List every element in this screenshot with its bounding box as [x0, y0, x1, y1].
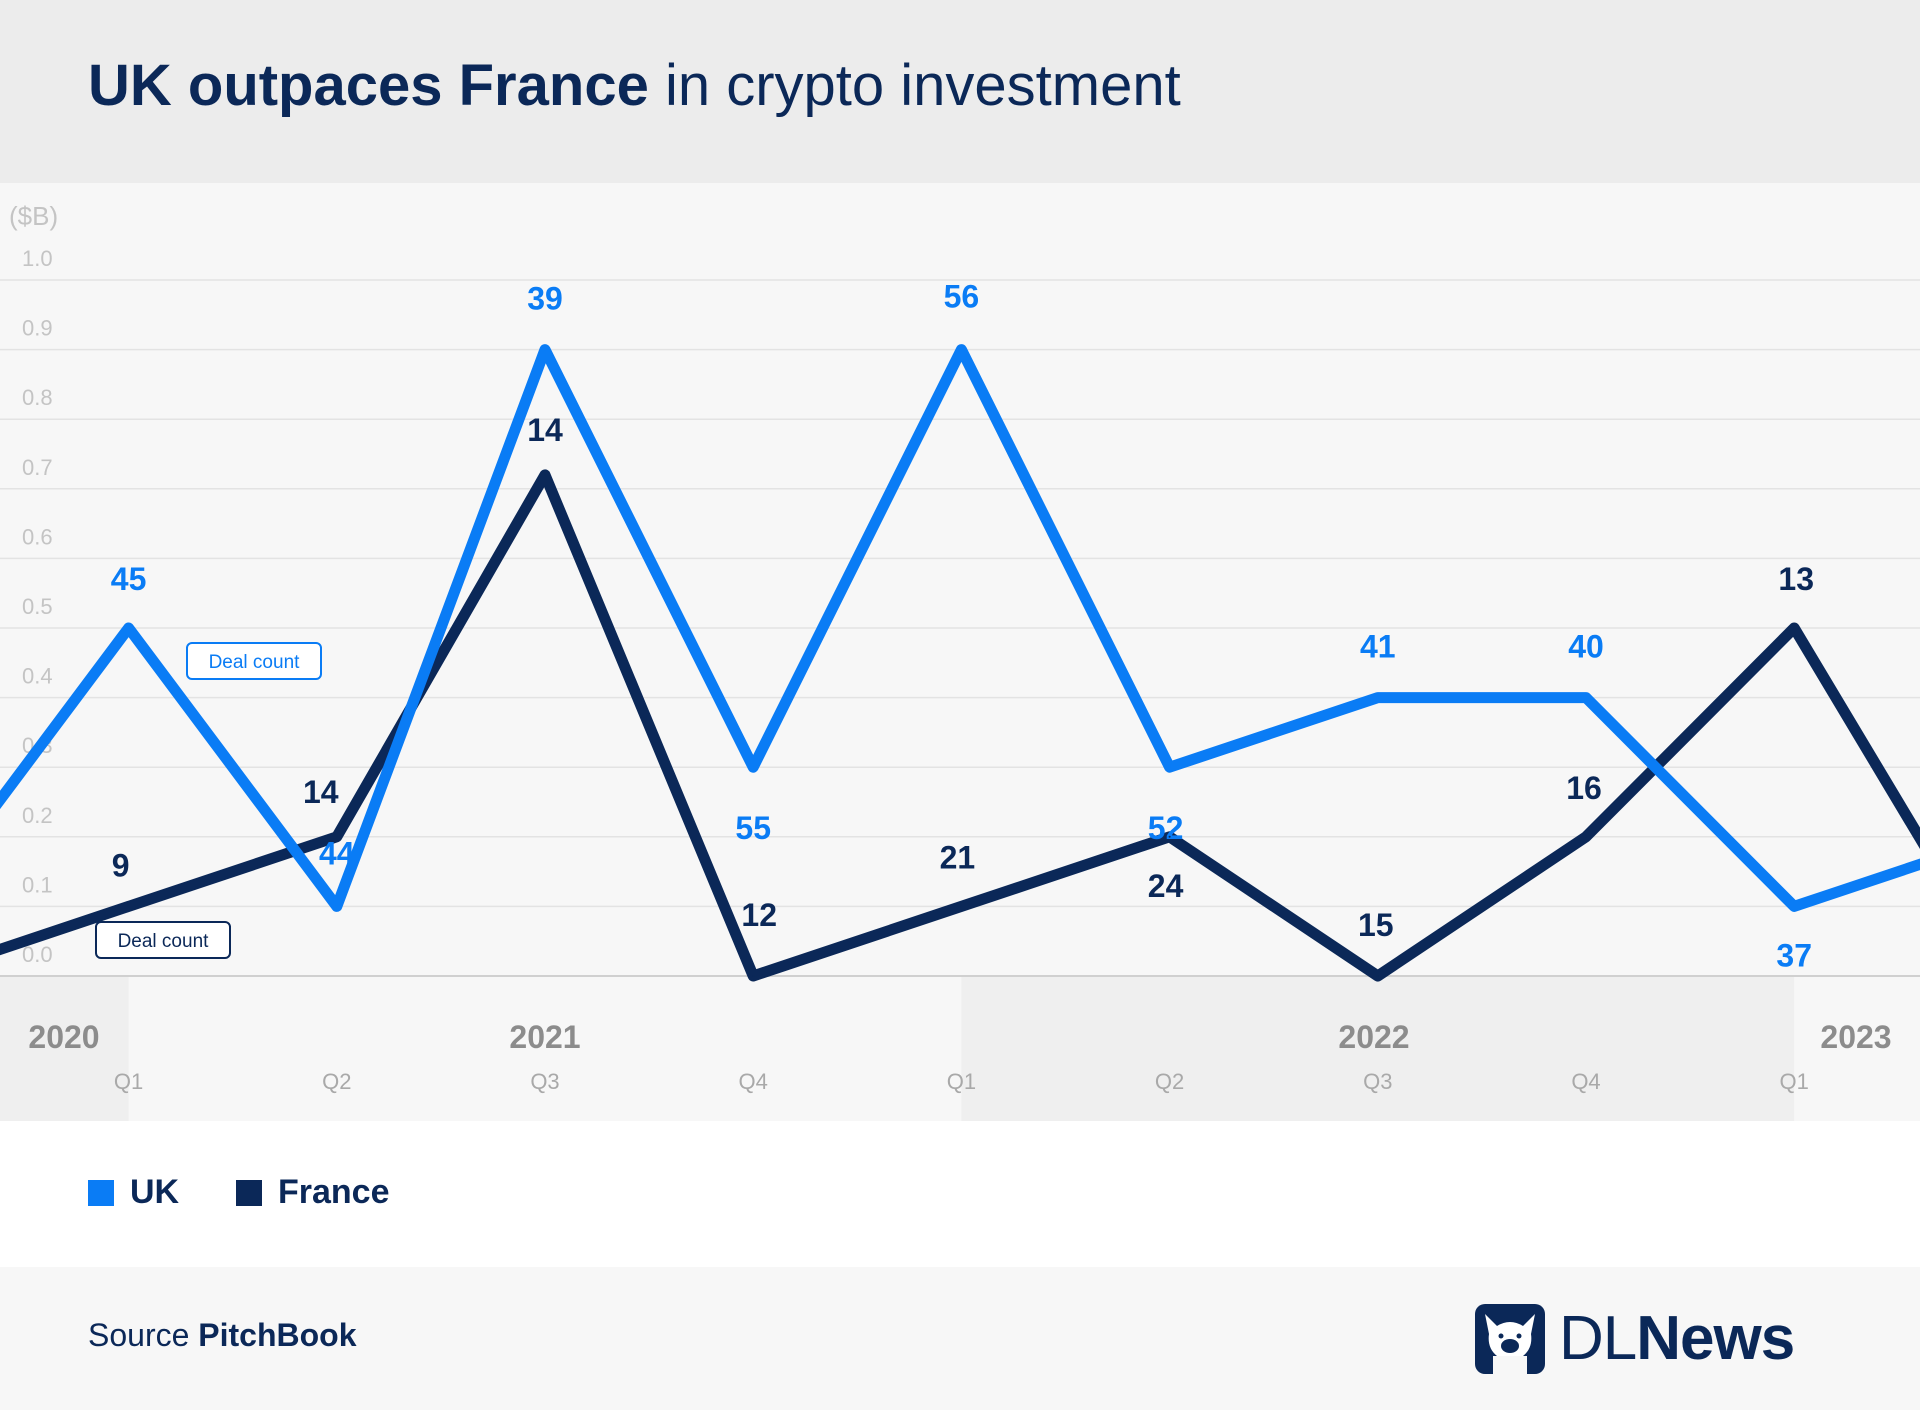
line-chart: 0.00.10.20.30.40.50.60.70.80.91.0($B)Q1 Q… — [0, 183, 1920, 1121]
year-band — [961, 976, 1795, 1121]
data-label-uk: 40 — [1568, 629, 1604, 665]
data-point-uk — [127, 627, 130, 629]
data-label-uk: 41 — [1360, 629, 1396, 665]
data-label-uk: 44 — [319, 835, 355, 871]
data-point-france — [1168, 835, 1171, 838]
y-tick-label: 0.4 — [22, 664, 53, 689]
year-label: 2020 — [28, 1019, 99, 1055]
x-tick-label: Q2 — [322, 1069, 351, 1094]
footer: Source PitchBook DLNews — [0, 1267, 1920, 1410]
y-axis-label: ($B) — [9, 201, 58, 231]
x-tick-label: Q1 — [947, 1069, 976, 1094]
data-label-uk: 55 — [735, 810, 771, 846]
data-label-france: 13 — [1778, 561, 1814, 597]
y-tick-label: 0.6 — [22, 524, 53, 549]
y-tick-label: 0.2 — [22, 803, 53, 828]
x-tick-label: Q3 — [1363, 1069, 1392, 1094]
year-band — [0, 976, 129, 1121]
data-label-uk: 56 — [944, 279, 980, 315]
data-point-uk — [1585, 696, 1587, 699]
data-point-uk — [752, 766, 755, 769]
data-point-france — [335, 835, 338, 838]
y-tick-label: 0.7 — [22, 455, 53, 480]
data-point-uk — [1168, 766, 1171, 769]
deal-count-annotation-france-box — [95, 921, 231, 959]
legend-item-uk: UK — [88, 1173, 179, 1212]
data-point-france — [1585, 835, 1587, 838]
data-point-france — [127, 905, 130, 908]
data-label-uk: 52 — [1148, 810, 1184, 846]
data-label-uk: 39 — [527, 281, 563, 317]
y-tick-label: 1.0 — [22, 246, 53, 271]
y-tick-label: 0.5 — [22, 594, 53, 619]
data-label-uk: 37 — [1776, 937, 1812, 973]
deal-count-annotation-uk-box — [186, 642, 322, 680]
data-point-uk — [335, 905, 338, 908]
data-label-france: 15 — [1358, 907, 1394, 943]
data-label-uk: 45 — [111, 561, 147, 597]
data-point-uk — [544, 348, 546, 351]
data-label-france: 14 — [303, 774, 339, 810]
legend-item-france: France — [236, 1173, 390, 1212]
y-tick-label: 0.8 — [22, 385, 53, 410]
logo-text: DLNews — [1559, 1304, 1795, 1373]
x-tick-label: Q1 — [114, 1069, 143, 1094]
data-point-france — [960, 905, 963, 908]
y-tick-label: 0.9 — [22, 316, 53, 341]
source-credit: Source PitchBook — [88, 1317, 357, 1353]
year-label: 2022 — [1338, 1019, 1409, 1055]
data-label-france: 16 — [1566, 770, 1602, 806]
data-label-france: 24 — [1148, 868, 1184, 904]
deal-count-annotation-france: Deal count — [118, 931, 210, 952]
data-label-france: 14 — [527, 412, 563, 448]
llama-logo-icon — [1475, 1303, 1545, 1374]
legend-swatch-uk — [88, 1179, 114, 1206]
data-point-france — [1376, 975, 1379, 977]
legend: UK France — [0, 1121, 1920, 1267]
deal-count-annotation-uk: Deal count — [209, 652, 301, 673]
data-label-france: 21 — [940, 839, 976, 875]
data-point-uk — [1376, 696, 1379, 699]
data-point-france — [1793, 627, 1796, 629]
x-tick-label: Q3 — [530, 1069, 559, 1094]
data-label-france: 9 — [112, 847, 130, 883]
dlnews-logo: DLNews — [1475, 1303, 1795, 1374]
x-tick-label: Q4 — [1571, 1069, 1600, 1094]
year-label: 2021 — [509, 1019, 580, 1055]
data-point-uk — [960, 348, 963, 351]
data-point-france — [544, 473, 546, 476]
x-tick-label: Q4 — [739, 1069, 768, 1094]
data-point-france — [752, 975, 755, 977]
data-label-france: 12 — [741, 897, 777, 933]
legend-swatch-france — [236, 1179, 262, 1206]
chart-title: UK outpaces France in crypto investment — [88, 53, 1181, 118]
x-tick-label: Q2 — [1155, 1069, 1184, 1094]
y-tick-label: 0.1 — [22, 872, 53, 897]
y-tick-label: 0.0 — [22, 942, 53, 967]
year-label: 2023 — [1820, 1019, 1891, 1055]
header: UK outpaces France in crypto investment — [0, 0, 1920, 183]
data-point-uk — [1793, 905, 1796, 908]
x-tick-label: Q1 — [1780, 1069, 1809, 1094]
